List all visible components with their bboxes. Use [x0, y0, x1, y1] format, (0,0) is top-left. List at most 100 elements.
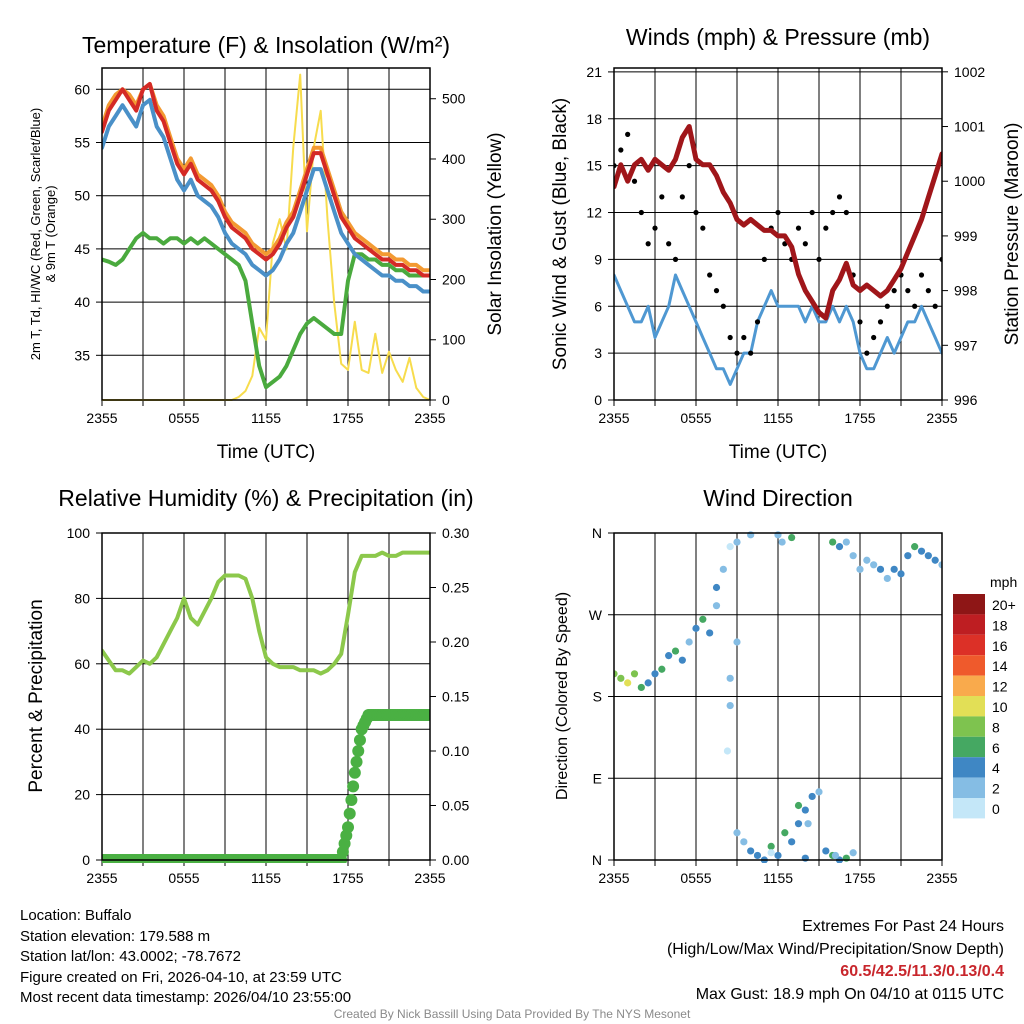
gust-point — [884, 303, 890, 309]
extremes-panel: Extremes For Past 24 Hours (High/Low/Max… — [667, 916, 1004, 1006]
gust-point — [666, 241, 672, 247]
precipitation-point — [348, 766, 361, 779]
legend-label: 18 — [992, 617, 1008, 633]
gust-point — [754, 319, 761, 325]
x-tick-label: 2355 — [926, 410, 957, 426]
y-tick-label: S — [593, 689, 602, 705]
y-tick-label: 0 — [594, 392, 602, 408]
x-tick-label: 1155 — [251, 870, 281, 886]
y-tick-label: 12 — [586, 205, 602, 221]
x-tick-label: 1755 — [844, 410, 875, 426]
wind-direction-point — [665, 652, 673, 660]
y2-tick-label: 0.15 — [442, 689, 469, 705]
x-tick-label: 0555 — [680, 870, 711, 886]
y-tick-label: 100 — [67, 525, 91, 541]
wind-direction-point — [794, 820, 803, 828]
wind-direction-point — [931, 556, 939, 564]
gust-point — [836, 194, 843, 200]
sonic-wind-line — [614, 273, 942, 386]
y2-tick-label: 1001 — [954, 119, 985, 135]
gust-point — [707, 272, 713, 278]
chart4-plot: 2355 0555 1155 1755 2355 N E S W N 20+ 18 16 14 12 10 8 6… — [589, 525, 1016, 886]
y2-tick-label: 998 — [954, 283, 978, 299]
wind-direction-point — [692, 624, 700, 632]
legend-swatch — [953, 594, 985, 615]
x-tick-label: 1155 — [763, 410, 793, 426]
y2-tick-label: 1002 — [954, 64, 985, 80]
chart4-title: Wind Direction — [703, 485, 853, 511]
chart1-series — [102, 73, 430, 401]
gust-point — [864, 350, 870, 356]
gust-point — [645, 241, 651, 247]
x-tick-label: 2355 — [598, 870, 629, 886]
chart1-ylabel-line1: 2m T, Td, HI/WC (Red, Green, Scarlet/Blu… — [28, 108, 43, 360]
x-tick-label: 2355 — [414, 410, 445, 426]
gust-point — [652, 225, 658, 231]
recent-data-text: Most recent data timestamp: 2026/04/10 2… — [20, 989, 352, 1006]
created-text: Figure created on Fri, 2026-04-10, at 23… — [20, 968, 342, 986]
wind-direction-point — [685, 638, 693, 646]
max-gust-text: Max Gust: 18.9 mph On 04/10 at 0115 UTC — [695, 985, 1004, 1003]
wind-direction-point — [801, 806, 809, 814]
wind-direction-point — [726, 543, 734, 551]
legend-label: 0 — [992, 801, 1000, 817]
precipitation-point — [343, 807, 356, 820]
wind-direction-point — [733, 829, 741, 837]
gust-point — [843, 209, 849, 216]
wind-direction-point — [870, 561, 878, 569]
legend-label: 12 — [992, 679, 1008, 695]
y2-tick-label: 200 — [442, 271, 466, 287]
chart2-ylabel: Sonic Wind & Gust (Blue, Black) — [550, 98, 571, 370]
y-tick-label: 60 — [74, 656, 90, 672]
latlon-text: Station lat/lon: 43.0002; -78.7672 — [20, 948, 242, 965]
legend-swatch — [953, 736, 985, 758]
wind-direction-point — [897, 570, 905, 578]
y-tick-label: 40 — [74, 294, 90, 310]
gust-point — [618, 147, 624, 153]
gust-point — [877, 319, 884, 325]
y-tick-label: N — [592, 852, 602, 868]
chart1-plot: 2355 0555 1155 1755 2355 35 40 45 50 55 60 0 100 200 3… — [74, 67, 466, 426]
wind-direction-point — [890, 565, 898, 573]
gust-point — [912, 303, 918, 309]
chart4-series — [614, 531, 942, 863]
chart3-series — [102, 550, 430, 863]
gust-point — [871, 334, 877, 341]
wind-direction-point — [917, 547, 926, 555]
plot-frame — [101, 532, 431, 861]
precipitation-point — [424, 709, 430, 722]
y-tick-label: 20 — [74, 787, 90, 803]
x-tick-label: 2355 — [598, 410, 629, 426]
precipitation-point — [347, 780, 360, 793]
wind-direction-point — [699, 615, 707, 623]
y-tick-label: W — [589, 607, 603, 623]
gust-point — [700, 225, 706, 231]
y2-tick-label: 400 — [442, 151, 466, 167]
gust-point — [713, 288, 720, 294]
wind-direction-point — [849, 849, 857, 857]
wind-direction-point — [733, 538, 741, 546]
gust-point — [918, 272, 925, 278]
y-tick-label: 9 — [594, 251, 602, 267]
legend-swatch — [953, 675, 985, 696]
y-tick-label: 80 — [74, 590, 90, 606]
chart3-ylabel: Percent & Precipitation — [26, 599, 47, 792]
wind-direction-point — [856, 565, 864, 573]
x-tick-label: 2355 — [86, 870, 117, 886]
wind-direction-point — [617, 674, 625, 682]
wind-direction-point — [831, 851, 840, 860]
extremes-values: 60.5/42.5/11.3/0.13/0.4 — [840, 963, 1004, 980]
y-tick-label: 15 — [586, 158, 602, 174]
x-tick-label: 1755 — [844, 870, 875, 886]
legend-label: 20+ — [992, 597, 1016, 613]
wind-direction-point — [781, 829, 789, 837]
wind-direction-point — [788, 838, 796, 846]
gust-point — [727, 334, 733, 341]
x-tick-label: 0555 — [680, 410, 711, 426]
wind-direction-point — [788, 533, 796, 542]
elevation-text: Station elevation: 179.588 m — [20, 927, 211, 945]
wind-direction-point — [829, 538, 837, 546]
y2-tick-label: 300 — [442, 211, 466, 227]
precipitation-point — [350, 755, 363, 768]
wind-direction-point — [808, 792, 816, 801]
